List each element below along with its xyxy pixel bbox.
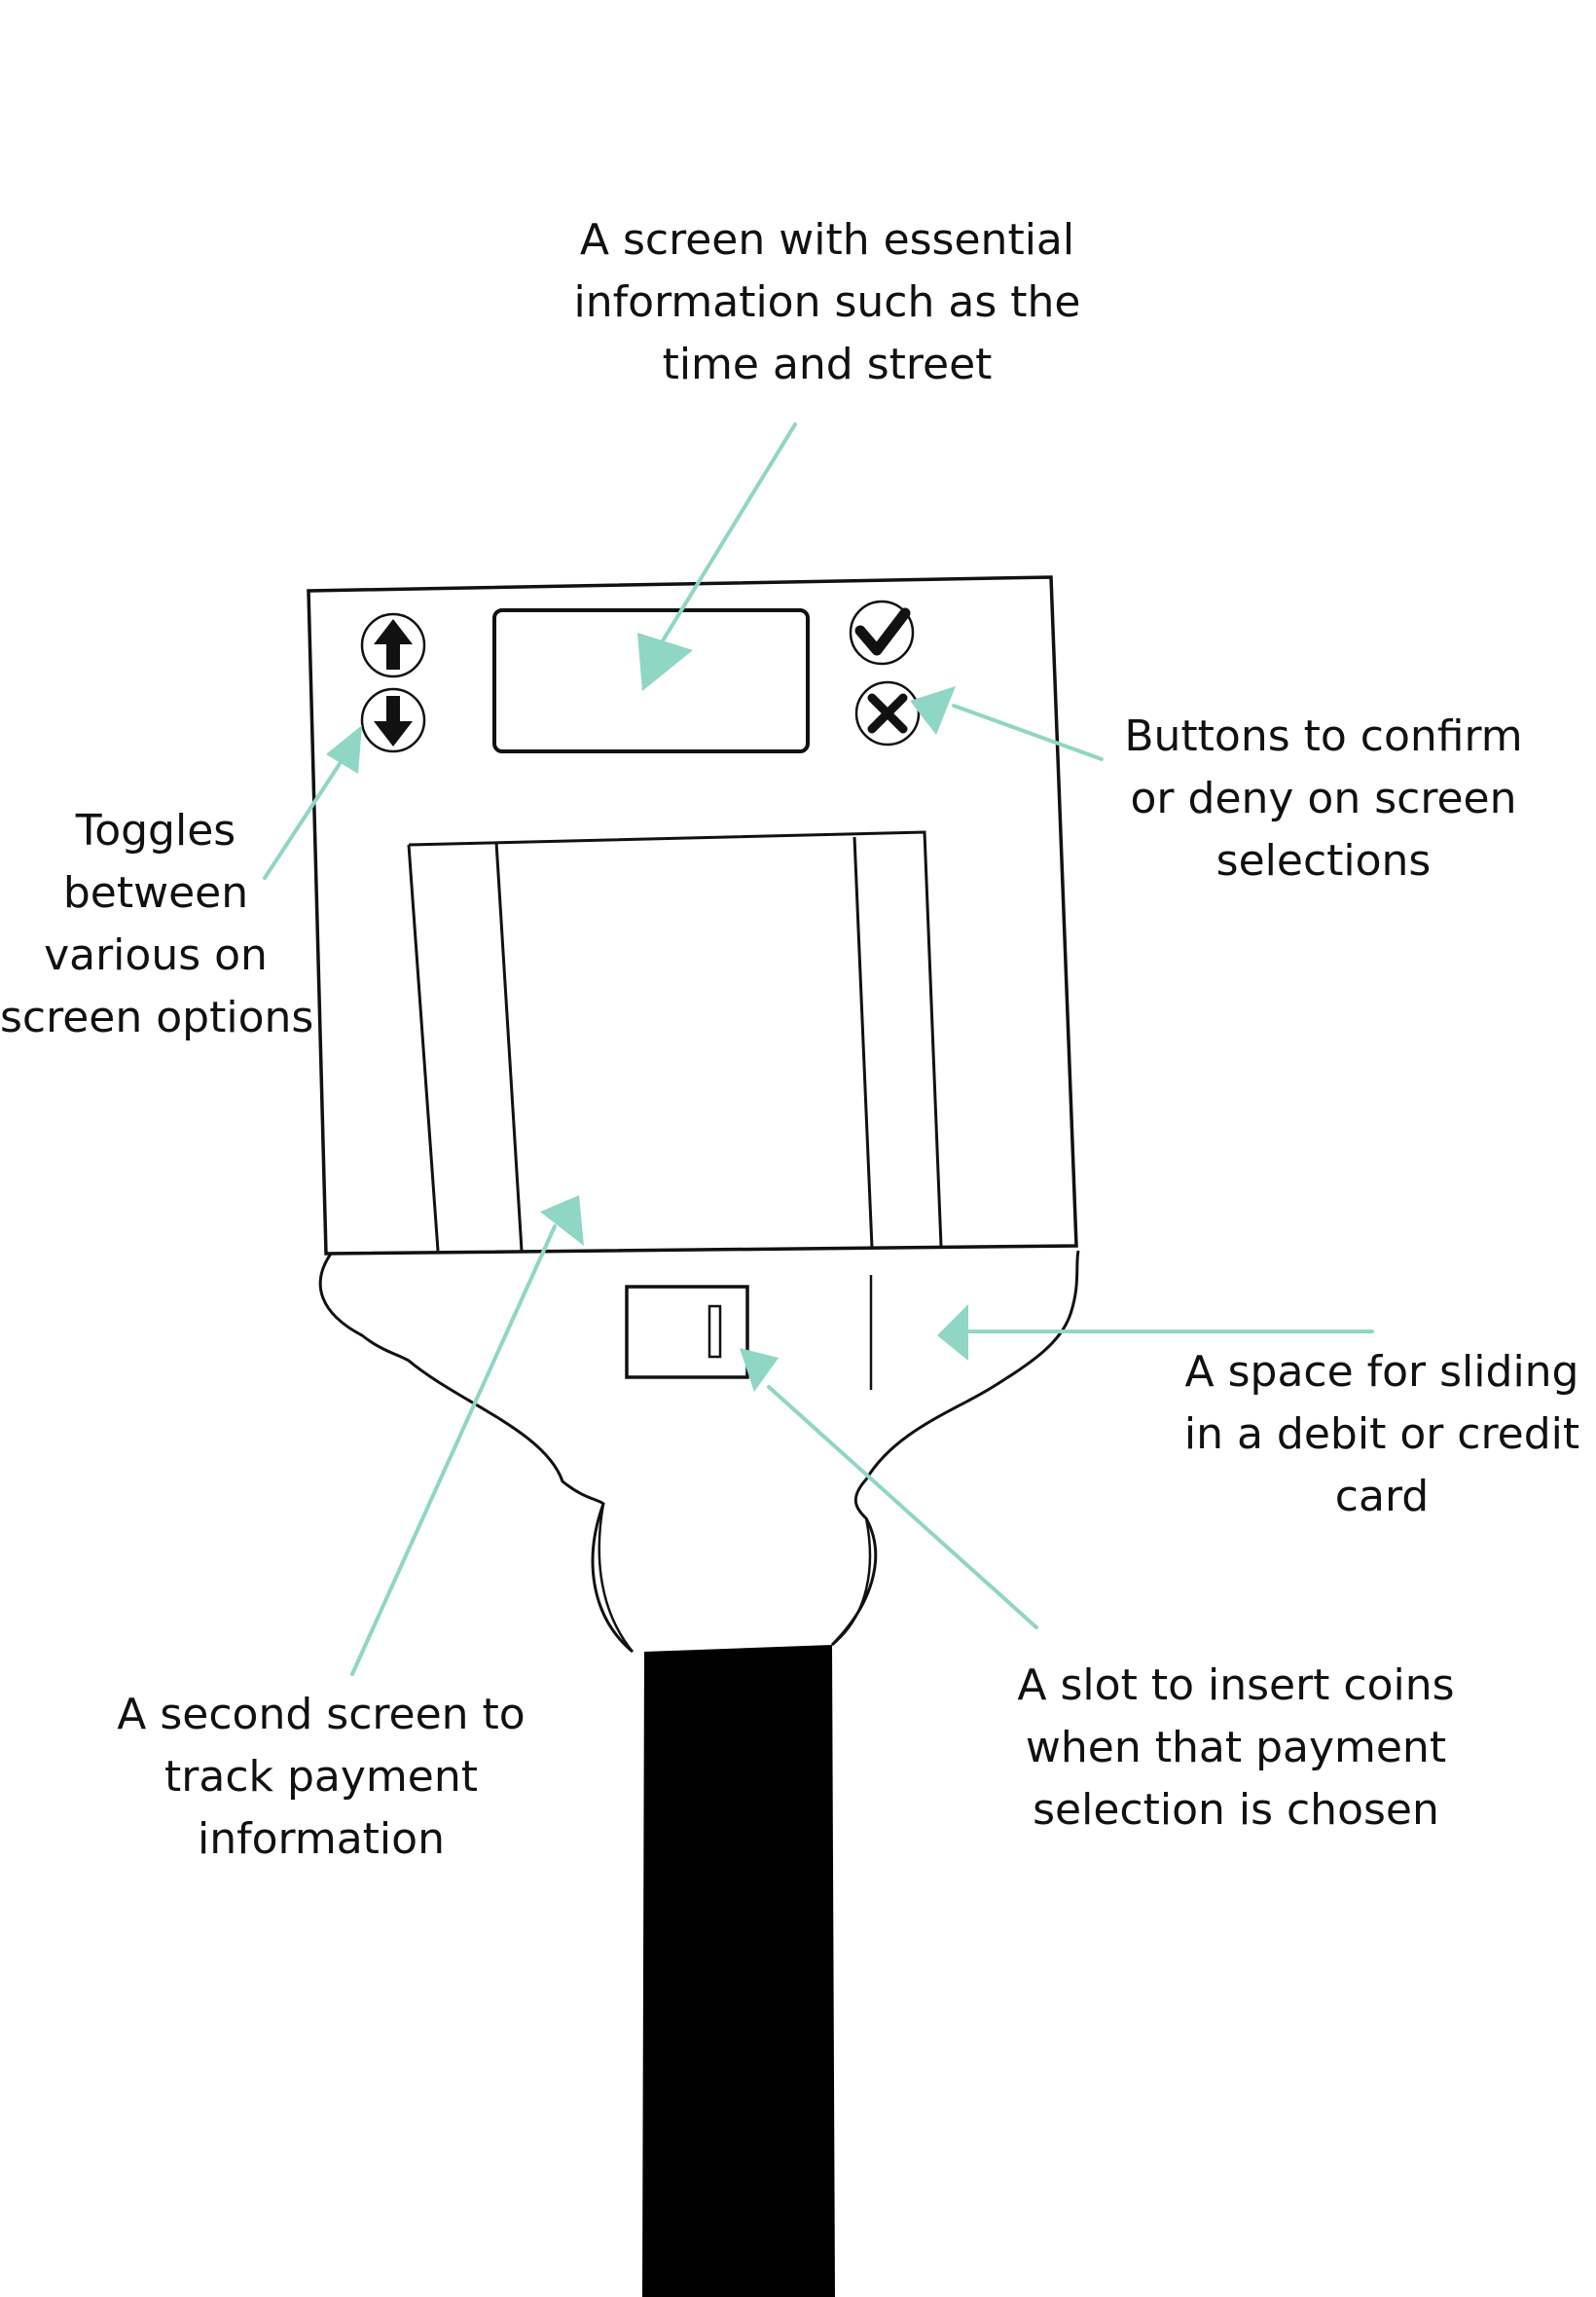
label-main-screen-line: A screen with essential	[579, 215, 1075, 265]
second-screen-outer	[407, 830, 943, 1252]
label-toggles: Toggles between various on screen option…	[0, 800, 314, 1049]
label-toggles-line: Toggles	[75, 806, 236, 856]
label-coin-slot-line: when that payment	[1025, 1723, 1447, 1772]
label-toggles-line: between	[62, 868, 249, 918]
label-coin-slot-line: selection is chosen	[1033, 1785, 1439, 1835]
arrowhead-coin-slot	[740, 1348, 779, 1392]
main-screen	[492, 608, 810, 753]
annotation-arrows	[263, 422, 1374, 1676]
arrowhead-confirm	[910, 686, 956, 735]
second-screen-inner	[494, 836, 874, 1252]
arrowhead-card-slot	[937, 1304, 968, 1361]
label-main-screen-line: information such as the	[573, 277, 1081, 327]
arrowhead-main-screen	[637, 633, 693, 691]
label-toggles-line: screen options	[0, 993, 314, 1042]
label-second-screen-line: A second screen to	[117, 1690, 526, 1739]
label-coin-slot-line: A slot to insert coins	[1017, 1660, 1455, 1710]
label-confirm-deny-line: selections	[1215, 836, 1432, 886]
label-second-screen: A second screen to track payment informa…	[97, 1684, 545, 1871]
label-card-slot-line: in a debit or credit	[1183, 1409, 1580, 1459]
label-card-slot-line: card	[1334, 1472, 1430, 1521]
label-card-slot: A space for sliding in a debit or credit…	[1168, 1341, 1596, 1528]
label-coin-slot: A slot to insert coins when that payment…	[993, 1655, 1479, 1841]
x-mark-icon[interactable]	[854, 680, 921, 747]
label-confirm-deny-line: or deny on screen	[1130, 774, 1517, 823]
label-main-screen-line: time and street	[662, 340, 993, 389]
meter-body	[307, 575, 1078, 1256]
arrow-up-icon[interactable]	[360, 612, 426, 678]
arrow-to-confirm	[952, 704, 1104, 761]
arrowhead-toggles	[326, 725, 362, 774]
meter-pole	[642, 1645, 835, 2297]
meter-neck-collar	[598, 1503, 872, 1653]
arrow-to-second-screen	[350, 1224, 557, 1676]
arrow-to-coin-slot	[767, 1385, 1038, 1629]
checkmark-icon[interactable]	[849, 600, 915, 666]
coin-slot[interactable]	[625, 1285, 749, 1379]
arrowhead-second-screen	[540, 1195, 584, 1246]
label-toggles-line: various on	[44, 930, 268, 980]
label-card-slot-line: A space for sliding	[1184, 1347, 1579, 1397]
label-second-screen-line: information	[198, 1814, 445, 1864]
arrow-to-toggles	[263, 743, 354, 880]
arrow-to-main-screen	[660, 422, 797, 644]
coin-slot-opening	[707, 1304, 722, 1359]
label-confirm-deny: Buttons to confirm or deny on screen sel…	[1100, 706, 1547, 893]
label-confirm-deny-line: Buttons to confirm	[1124, 711, 1523, 761]
arrow-down-icon[interactable]	[360, 687, 426, 753]
meter-lower-housing	[318, 1250, 1080, 1654]
label-main-screen: A screen with essential information such…	[506, 209, 1148, 396]
label-second-screen-line: track payment	[164, 1752, 478, 1802]
